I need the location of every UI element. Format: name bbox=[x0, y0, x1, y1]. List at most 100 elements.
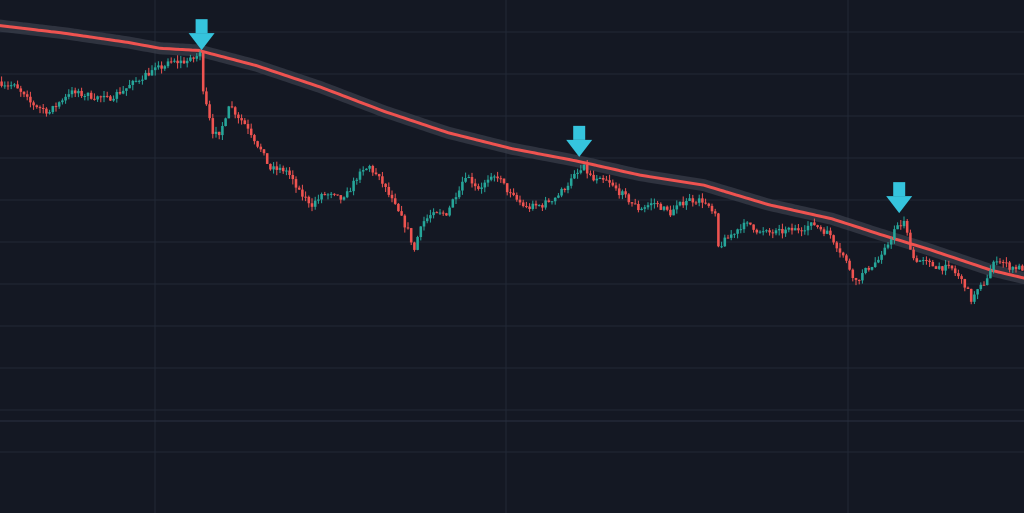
candle-body bbox=[310, 203, 314, 207]
candle-body bbox=[25, 94, 29, 97]
candle-body bbox=[83, 95, 87, 97]
candle-body bbox=[224, 118, 227, 127]
candle-body bbox=[435, 212, 439, 214]
candle-body bbox=[64, 96, 67, 101]
candle-body bbox=[144, 72, 147, 80]
candle-body bbox=[710, 205, 714, 212]
candle-body bbox=[941, 266, 944, 271]
candle-body bbox=[793, 228, 797, 231]
candle-body bbox=[227, 106, 231, 119]
candle-body bbox=[697, 198, 701, 203]
candle-body bbox=[1011, 266, 1015, 270]
candle-body bbox=[624, 191, 627, 195]
candle-body bbox=[576, 172, 579, 174]
candle-body bbox=[377, 174, 381, 177]
candle-body bbox=[649, 203, 653, 206]
candle-body bbox=[969, 288, 973, 302]
candle-body bbox=[67, 94, 71, 97]
candle-body bbox=[726, 237, 730, 239]
candle-body bbox=[909, 232, 912, 250]
candle-body bbox=[416, 237, 419, 250]
candle-body bbox=[902, 221, 906, 227]
candle-body bbox=[573, 173, 576, 179]
candle-body bbox=[525, 206, 528, 208]
candle-body bbox=[323, 194, 327, 196]
candle-body bbox=[742, 222, 746, 230]
candle-body bbox=[480, 187, 483, 189]
candle-body bbox=[640, 208, 643, 211]
candle-body bbox=[473, 183, 477, 187]
candle-body bbox=[397, 203, 400, 212]
candle-body bbox=[176, 60, 179, 64]
candle-body bbox=[592, 174, 595, 181]
candle-body bbox=[342, 197, 346, 200]
candle-body bbox=[237, 114, 240, 119]
candle-body bbox=[605, 179, 608, 181]
candle-body bbox=[121, 90, 125, 94]
candle-body bbox=[457, 190, 461, 198]
candle-body bbox=[387, 186, 391, 195]
candle-body bbox=[678, 201, 682, 206]
candle-body bbox=[125, 88, 128, 91]
candle-body bbox=[627, 194, 631, 203]
candle-body bbox=[166, 61, 170, 67]
candle-body bbox=[189, 57, 192, 61]
candle-body bbox=[893, 229, 896, 240]
candle-body bbox=[582, 164, 586, 171]
candle-body bbox=[979, 284, 983, 290]
candle-body bbox=[662, 206, 666, 210]
candle-body bbox=[857, 279, 861, 281]
candle-body bbox=[809, 222, 813, 226]
candle-body bbox=[787, 227, 791, 230]
candle-body bbox=[912, 249, 915, 259]
candle-body bbox=[713, 211, 717, 214]
candle-body bbox=[400, 211, 403, 216]
candle-body bbox=[371, 165, 375, 173]
candle-body bbox=[89, 92, 93, 99]
candle-body bbox=[307, 196, 311, 204]
candle-body bbox=[445, 213, 448, 216]
candle-body bbox=[915, 258, 919, 262]
candle-body bbox=[566, 185, 570, 191]
candle-body bbox=[230, 106, 234, 108]
candle-body bbox=[326, 194, 330, 196]
candle-body bbox=[109, 96, 112, 101]
candle-body bbox=[845, 255, 848, 261]
candle-body bbox=[947, 264, 951, 266]
down-arrow-head bbox=[188, 33, 215, 51]
candle-body bbox=[637, 203, 640, 211]
candle-body bbox=[617, 188, 621, 196]
candle-body bbox=[29, 96, 32, 103]
moving-average-band bbox=[0, 19, 1024, 284]
candle-body bbox=[864, 267, 867, 274]
candle-body bbox=[851, 269, 855, 278]
candle-body bbox=[192, 57, 195, 59]
candle-body bbox=[493, 176, 496, 178]
candle-body bbox=[409, 228, 413, 243]
candle-body bbox=[633, 203, 637, 205]
candle-body bbox=[211, 118, 215, 134]
candle-body bbox=[198, 52, 202, 57]
candle-body bbox=[800, 230, 803, 232]
candle-body bbox=[672, 209, 675, 216]
candle-body bbox=[998, 261, 1002, 263]
candle-body bbox=[992, 261, 995, 271]
candle-body bbox=[736, 229, 739, 234]
candle-body bbox=[960, 276, 963, 280]
candle-body bbox=[601, 177, 605, 180]
candle-body bbox=[102, 95, 106, 98]
candle-body bbox=[822, 229, 826, 234]
candle-body bbox=[1021, 265, 1024, 271]
candle-body bbox=[723, 237, 727, 247]
candle-body bbox=[349, 191, 352, 193]
candle-body bbox=[966, 287, 970, 289]
candle-body bbox=[886, 244, 890, 248]
candle-body bbox=[755, 229, 759, 233]
candle-body bbox=[51, 106, 55, 113]
candle-body bbox=[262, 149, 266, 154]
candle-body bbox=[22, 91, 26, 95]
candle-body bbox=[784, 229, 787, 234]
candle-body bbox=[384, 183, 387, 187]
